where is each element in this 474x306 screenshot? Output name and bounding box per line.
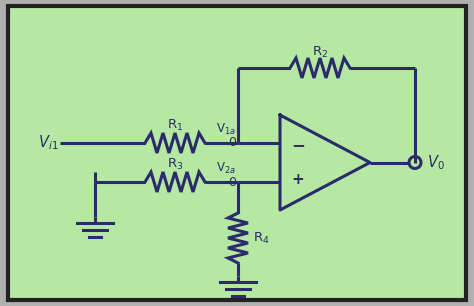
Text: +: + [292,173,304,188]
Text: R$_3$: R$_3$ [167,156,183,172]
Text: −: − [291,136,305,154]
Text: R$_4$: R$_4$ [253,230,270,245]
Text: V$_{i1}$: V$_{i1}$ [38,134,58,152]
Text: 0: 0 [228,176,236,188]
Text: V$_0$: V$_0$ [427,153,445,172]
Text: V$_{1a}$: V$_{1a}$ [216,121,236,136]
FancyBboxPatch shape [8,6,466,300]
Text: R$_2$: R$_2$ [312,44,328,60]
Text: 0: 0 [228,136,236,150]
Text: R$_1$: R$_1$ [167,118,183,132]
Text: V$_{2a}$: V$_{2a}$ [216,160,236,176]
